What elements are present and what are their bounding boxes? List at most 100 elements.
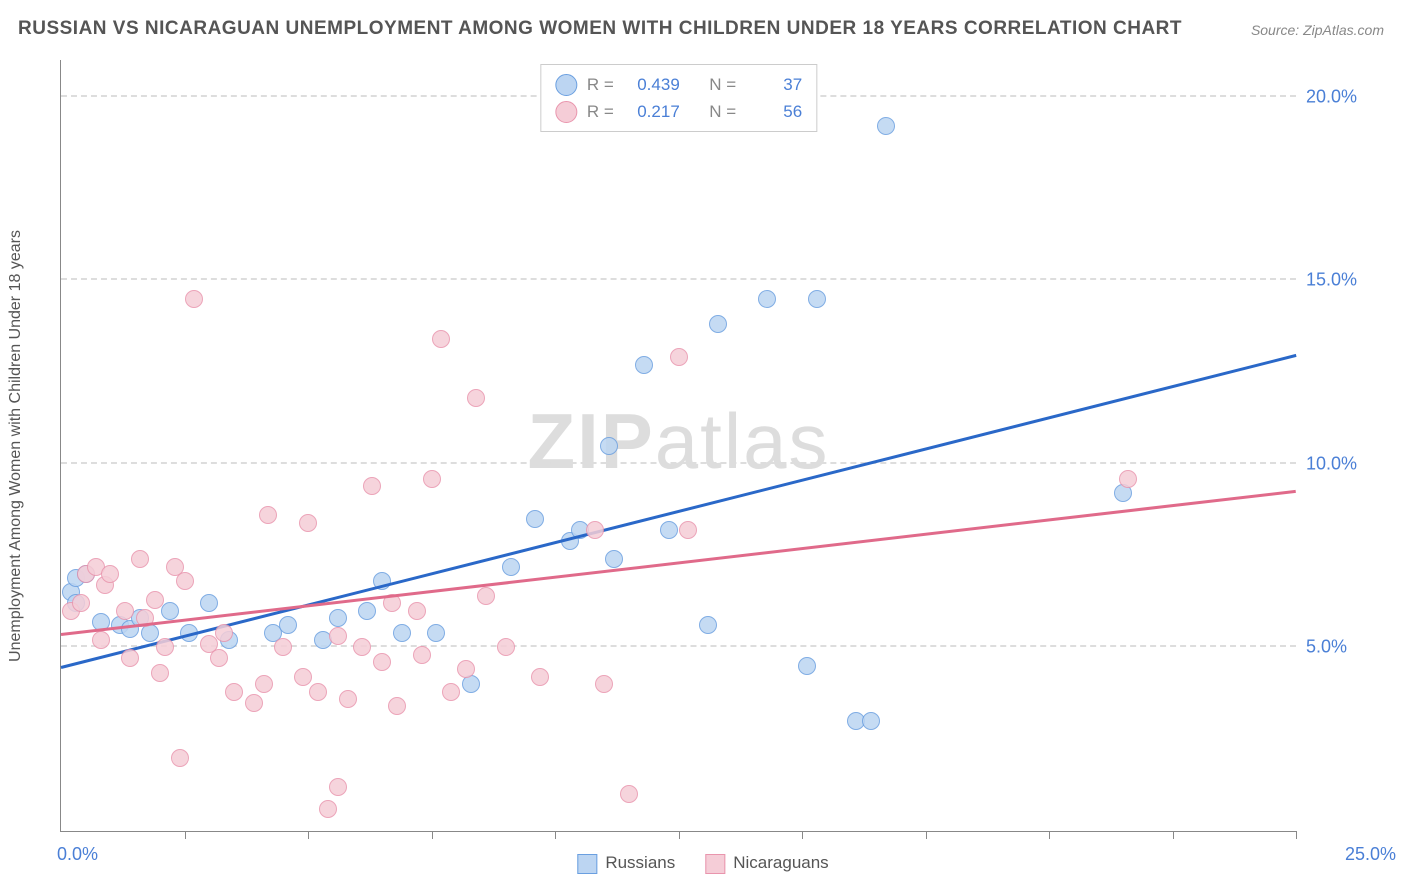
data-point <box>116 602 134 620</box>
x-tick <box>926 831 927 839</box>
x-tick <box>185 831 186 839</box>
data-point <box>329 609 347 627</box>
x-tick <box>1173 831 1174 839</box>
data-point <box>210 649 228 667</box>
watermark: ZIPatlas <box>527 395 829 486</box>
data-point <box>255 675 273 693</box>
y-tick-label: 10.0% <box>1306 453 1386 474</box>
stats-legend: R =0.439 N =37R =0.217 N =56 <box>540 64 817 132</box>
data-point <box>388 697 406 715</box>
y-tick-label: 20.0% <box>1306 86 1386 107</box>
data-point <box>259 506 277 524</box>
data-point <box>670 348 688 366</box>
data-point <box>432 330 450 348</box>
data-point <box>699 616 717 634</box>
data-point <box>660 521 678 539</box>
y-tick-label: 15.0% <box>1306 270 1386 291</box>
x-tick <box>308 831 309 839</box>
data-point <box>862 712 880 730</box>
data-point <box>605 550 623 568</box>
data-point <box>423 470 441 488</box>
x-tick <box>432 831 433 839</box>
legend-swatch <box>577 854 597 874</box>
x-axis-min-label: 0.0% <box>57 844 98 865</box>
data-point <box>427 624 445 642</box>
gridline <box>61 462 1296 464</box>
plot-area: ZIPatlas R =0.439 N =37R =0.217 N =56 0.… <box>60 60 1296 832</box>
y-axis-label: Unemployment Among Women with Children U… <box>7 230 25 662</box>
data-point <box>393 624 411 642</box>
data-point <box>531 668 549 686</box>
bottom-legend: Russians Nicaraguans <box>577 853 828 874</box>
gridline <box>61 278 1296 280</box>
data-point <box>72 594 90 612</box>
data-point <box>600 437 618 455</box>
data-point <box>758 290 776 308</box>
x-tick <box>802 831 803 839</box>
data-point <box>373 653 391 671</box>
data-point <box>176 572 194 590</box>
legend-swatch <box>555 101 577 123</box>
data-point <box>477 587 495 605</box>
stats-legend-row: R =0.439 N =37 <box>555 71 802 98</box>
data-point <box>457 660 475 678</box>
legend-item: Russians <box>577 853 675 874</box>
data-point <box>319 800 337 818</box>
data-point <box>363 477 381 495</box>
data-point <box>299 514 317 532</box>
data-point <box>156 638 174 656</box>
data-point <box>225 683 243 701</box>
data-point <box>798 657 816 675</box>
data-point <box>339 690 357 708</box>
data-point <box>161 602 179 620</box>
legend-item: Nicaraguans <box>705 853 828 874</box>
data-point <box>274 638 292 656</box>
source-attribution: Source: ZipAtlas.com <box>1251 22 1384 38</box>
data-point <box>526 510 544 528</box>
data-point <box>877 117 895 135</box>
data-point <box>353 638 371 656</box>
data-point <box>635 356 653 374</box>
stats-legend-row: R =0.217 N =56 <box>555 98 802 125</box>
data-point <box>185 290 203 308</box>
data-point <box>329 778 347 796</box>
data-point <box>408 602 426 620</box>
data-point <box>586 521 604 539</box>
chart-title: RUSSIAN VS NICARAGUAN UNEMPLOYMENT AMONG… <box>18 18 1182 40</box>
x-tick <box>555 831 556 839</box>
x-tick <box>1049 831 1050 839</box>
data-point <box>101 565 119 583</box>
data-point <box>595 675 613 693</box>
legend-swatch <box>555 74 577 96</box>
data-point <box>121 649 139 667</box>
x-tick <box>1296 831 1297 839</box>
data-point <box>358 602 376 620</box>
data-point <box>309 683 327 701</box>
data-point <box>171 749 189 767</box>
data-point <box>215 624 233 642</box>
data-point <box>279 616 297 634</box>
x-tick <box>679 831 680 839</box>
data-point <box>200 594 218 612</box>
legend-swatch <box>705 854 725 874</box>
data-point <box>709 315 727 333</box>
data-point <box>151 664 169 682</box>
data-point <box>294 668 312 686</box>
data-point <box>92 631 110 649</box>
data-point <box>620 785 638 803</box>
data-point <box>131 550 149 568</box>
data-point <box>467 389 485 407</box>
data-point <box>1119 470 1137 488</box>
data-point <box>442 683 460 701</box>
data-point <box>679 521 697 539</box>
data-point <box>502 558 520 576</box>
y-tick-label: 5.0% <box>1306 637 1386 658</box>
gridline <box>61 645 1296 647</box>
data-point <box>413 646 431 664</box>
data-point <box>497 638 515 656</box>
data-point <box>808 290 826 308</box>
data-point <box>245 694 263 712</box>
x-axis-max-label: 25.0% <box>1345 844 1396 865</box>
data-point <box>146 591 164 609</box>
data-point <box>329 627 347 645</box>
